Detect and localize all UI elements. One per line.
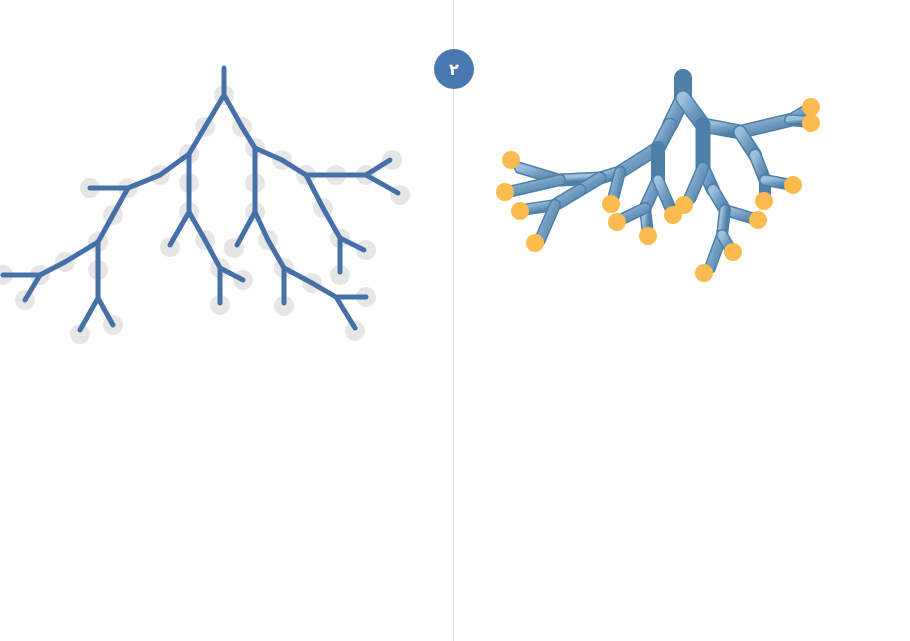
skeleton-branch	[217, 265, 246, 283]
skeleton-branch	[37, 259, 68, 278]
leaf-node	[802, 114, 820, 132]
skeleton-branch	[202, 92, 227, 130]
skeleton-branch	[303, 172, 326, 211]
leaf-node	[602, 195, 620, 213]
leaf-node	[724, 243, 742, 261]
leaf-node	[664, 206, 682, 224]
skeleton-branch	[252, 209, 271, 243]
skeleton-branch	[202, 237, 223, 271]
skeleton-joint	[330, 265, 350, 285]
skeleton-branch	[186, 124, 208, 157]
tube-branch	[734, 114, 796, 138]
skeleton-branch	[95, 295, 116, 328]
skeleton-joint	[274, 296, 294, 316]
leaf-node	[511, 202, 529, 220]
leaf-node	[784, 176, 802, 194]
skeleton-branch	[186, 209, 208, 243]
tube-tree-diagram	[496, 69, 820, 282]
skeleton-branch	[62, 239, 101, 265]
skeleton-branch	[125, 172, 163, 191]
leaf-node	[526, 234, 544, 252]
skeleton-branch	[320, 205, 343, 241]
leaf-node	[608, 213, 626, 231]
leaf-node	[755, 192, 773, 210]
skeleton-branch	[221, 92, 245, 130]
leaf-node	[695, 264, 713, 282]
leaf-node	[502, 151, 520, 169]
step-number-badge: ٢	[434, 49, 474, 89]
skeleton-branch	[337, 235, 367, 253]
skeleton-branch	[22, 272, 43, 303]
left-panel	[0, 0, 453, 641]
right-panel	[454, 0, 910, 641]
skeleton-branch	[110, 185, 131, 218]
panel-divider	[453, 0, 454, 641]
skeleton-branch	[157, 151, 192, 178]
leaf-node	[639, 227, 657, 245]
skeleton-tree-diagram	[0, 65, 410, 344]
skeleton-branch	[279, 157, 309, 178]
tube-branch	[685, 163, 708, 203]
skeleton-branch	[309, 280, 339, 300]
skeleton-branch	[167, 209, 192, 248]
skeleton-branch	[77, 295, 101, 333]
leaf-node	[496, 183, 514, 201]
skeleton-branch	[363, 172, 401, 196]
skeleton-joint	[345, 321, 365, 341]
skeleton-branch	[363, 157, 393, 178]
skeleton-branch	[239, 124, 258, 151]
leaf-node	[802, 98, 820, 116]
skeleton-branch	[95, 212, 116, 245]
skeleton-branch	[281, 265, 315, 286]
tube-branch	[503, 175, 565, 197]
skeleton-branch	[265, 237, 287, 271]
tube-branch	[535, 200, 560, 245]
skeleton-branch	[234, 209, 258, 248]
skeleton-joint	[70, 324, 90, 344]
leaf-node	[749, 211, 767, 229]
skeleton-branch	[252, 145, 285, 163]
skeleton-branch	[333, 294, 358, 331]
